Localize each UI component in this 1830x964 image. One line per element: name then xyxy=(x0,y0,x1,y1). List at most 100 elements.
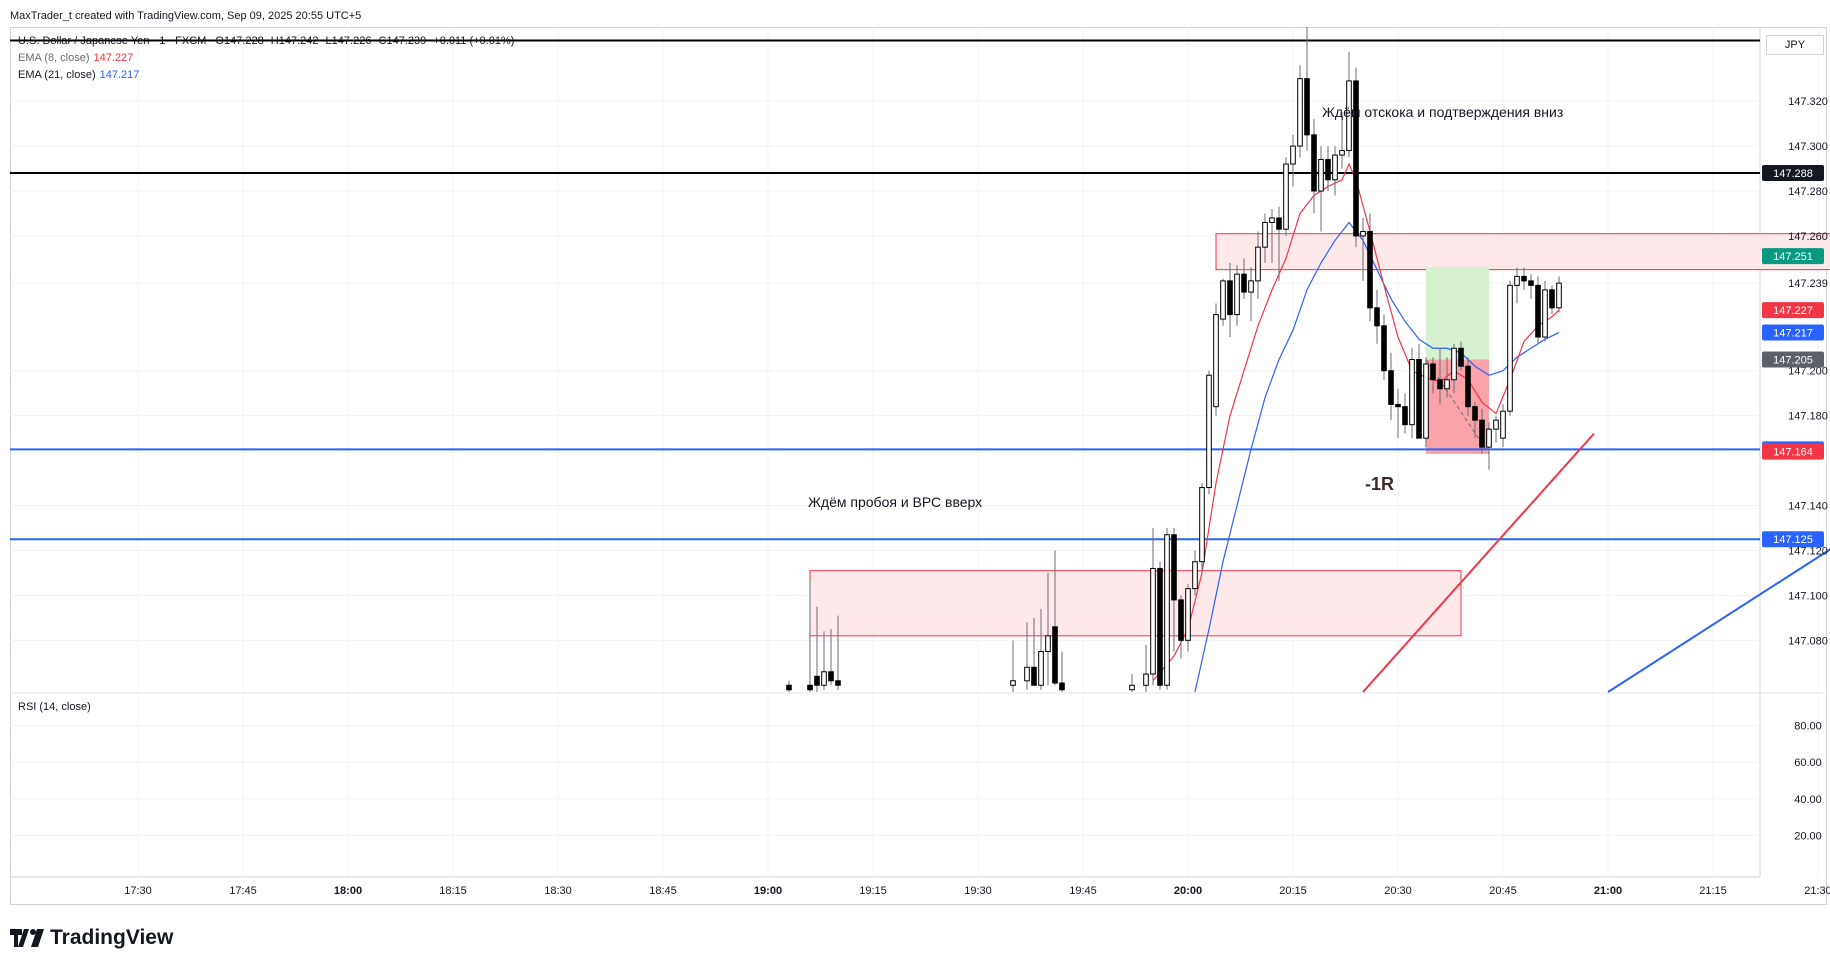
candle-body xyxy=(1171,534,1177,601)
candle-body xyxy=(1409,359,1415,426)
zones xyxy=(809,233,1830,637)
candle-body xyxy=(1220,280,1226,320)
ema8-label: EMA (8, close) xyxy=(18,52,90,64)
candle-body xyxy=(1556,282,1562,309)
ohlc-open: 147.228 xyxy=(223,35,264,47)
rsi-legend[interactable]: RSI (14, close) xyxy=(18,701,91,713)
time-tick-label: 20:45 xyxy=(1489,885,1517,897)
trend-line xyxy=(1607,548,1830,693)
chart-frame xyxy=(10,27,1827,905)
candle-body xyxy=(1227,280,1233,316)
candle-body xyxy=(1381,325,1387,372)
candle-body xyxy=(1143,673,1149,686)
price-tick-label: 147.080 xyxy=(1788,635,1828,647)
candle-body xyxy=(828,671,834,682)
candle-body xyxy=(1395,403,1401,408)
time-tick-label: 20:00 xyxy=(1174,885,1202,897)
symbol-legend[interactable]: U.S. Dollar / Japanese Yen · 1 · FXCM O1… xyxy=(18,35,514,47)
tradingview-logo-text: TradingView xyxy=(50,926,174,949)
candle-body xyxy=(1416,359,1422,439)
price-badge xyxy=(1762,165,1824,182)
price-badge-label: 147.288 xyxy=(1773,168,1813,180)
candle-body xyxy=(1241,273,1247,293)
candle-body xyxy=(1346,80,1352,152)
time-tick-label: 19:15 xyxy=(859,885,887,897)
candle-body xyxy=(1269,217,1275,223)
candle-body xyxy=(1059,682,1065,691)
ohlc-close-label: C xyxy=(378,35,387,47)
candle-body xyxy=(1353,80,1359,237)
candle-body xyxy=(1213,314,1219,408)
candle-body xyxy=(1360,230,1366,237)
position-path xyxy=(1425,359,1490,455)
rsi-tick-label: 60.00 xyxy=(1794,757,1822,769)
price-badge-label: 147.217 xyxy=(1773,328,1813,340)
ohlc-high-label: H xyxy=(270,35,279,47)
candle-body xyxy=(1304,78,1310,136)
take-profit-area xyxy=(1426,267,1489,360)
candle-body xyxy=(1052,626,1058,684)
candle-body xyxy=(1262,221,1268,248)
price-tick-label: 147.140 xyxy=(1788,501,1828,513)
candle-body xyxy=(1374,307,1380,327)
ema21-line xyxy=(1194,221,1560,693)
candle-body xyxy=(1465,365,1471,408)
candle-body xyxy=(1234,273,1240,316)
candle-body xyxy=(1297,78,1303,147)
annotation-wait-breakout[interactable]: Ждём пробоя и ВРС вверх xyxy=(808,494,983,510)
currency-button[interactable]: JPY xyxy=(1766,35,1824,55)
price-tick-label: 147.300 xyxy=(1788,141,1828,153)
time-tick-label: 18:00 xyxy=(334,885,362,897)
time-tick-label: 18:30 xyxy=(544,885,572,897)
time-tick-label: 18:15 xyxy=(439,885,467,897)
time-tick-label: 19:30 xyxy=(964,885,992,897)
candle-body xyxy=(1325,159,1331,181)
candle-body xyxy=(1528,280,1534,286)
supply-demand-zone xyxy=(1215,233,1830,271)
candle-body xyxy=(807,684,813,691)
candle-body xyxy=(1451,347,1457,381)
price-badge xyxy=(1762,351,1824,368)
axes: 17:30 17:45 18:00 18:15 18:30 18:45 19:00 19:15… xyxy=(124,96,1830,897)
candle-body xyxy=(1514,275,1520,286)
annotation-wait-bounce[interactable]: Ждём отскока и подтверждения вниз xyxy=(1322,104,1564,120)
time-tick-label: 21:30 xyxy=(1804,885,1830,897)
time-tick-label: 21:00 xyxy=(1594,885,1622,897)
candle-body xyxy=(1199,487,1205,563)
candle-body xyxy=(1206,374,1212,489)
price-tick-label: 147.100 xyxy=(1788,590,1828,602)
candle-body xyxy=(1542,289,1548,338)
candle-body xyxy=(1192,561,1198,590)
ema8-legend[interactable]: EMA (8, close) 147.227 xyxy=(18,52,133,64)
candle-body xyxy=(1430,363,1436,381)
price-tick-label: 147.180 xyxy=(1788,411,1828,423)
ohlc-close: 147.239 xyxy=(386,35,427,47)
result-label[interactable]: -1R xyxy=(1365,474,1395,494)
candle-body xyxy=(1332,154,1338,181)
chart-credit: MaxTrader_t created with TradingView.com… xyxy=(10,10,362,22)
candle-body xyxy=(1458,347,1464,367)
price-badge xyxy=(1762,443,1824,460)
candle-body xyxy=(1255,246,1261,282)
price-tick-label: 147.280 xyxy=(1788,186,1828,198)
candle-body xyxy=(1367,230,1373,309)
price-tick-label: 147.120 xyxy=(1788,545,1828,557)
ohlc-open-label: O xyxy=(215,35,224,47)
trend-lines xyxy=(1362,432,1830,693)
candle-body xyxy=(835,680,841,686)
candle-body xyxy=(1164,534,1170,686)
candle-body xyxy=(1038,651,1044,686)
time-tick-label: 18:45 xyxy=(649,885,677,897)
rsi-tick-label: 80.00 xyxy=(1794,721,1822,733)
price-badge xyxy=(1762,302,1824,319)
tradingview-logo[interactable]: TradingView xyxy=(10,926,173,950)
tradingview-logo-icon xyxy=(10,929,44,947)
candle-body xyxy=(1388,370,1394,405)
candle-body xyxy=(1479,419,1485,448)
ohlc-low: 147.226 xyxy=(331,35,372,47)
candle-body xyxy=(786,684,792,691)
ema21-legend[interactable]: EMA (21, close) 147.217 xyxy=(18,69,139,81)
price-tick-label: 147.320 xyxy=(1788,96,1828,108)
candle-body xyxy=(1185,588,1191,641)
